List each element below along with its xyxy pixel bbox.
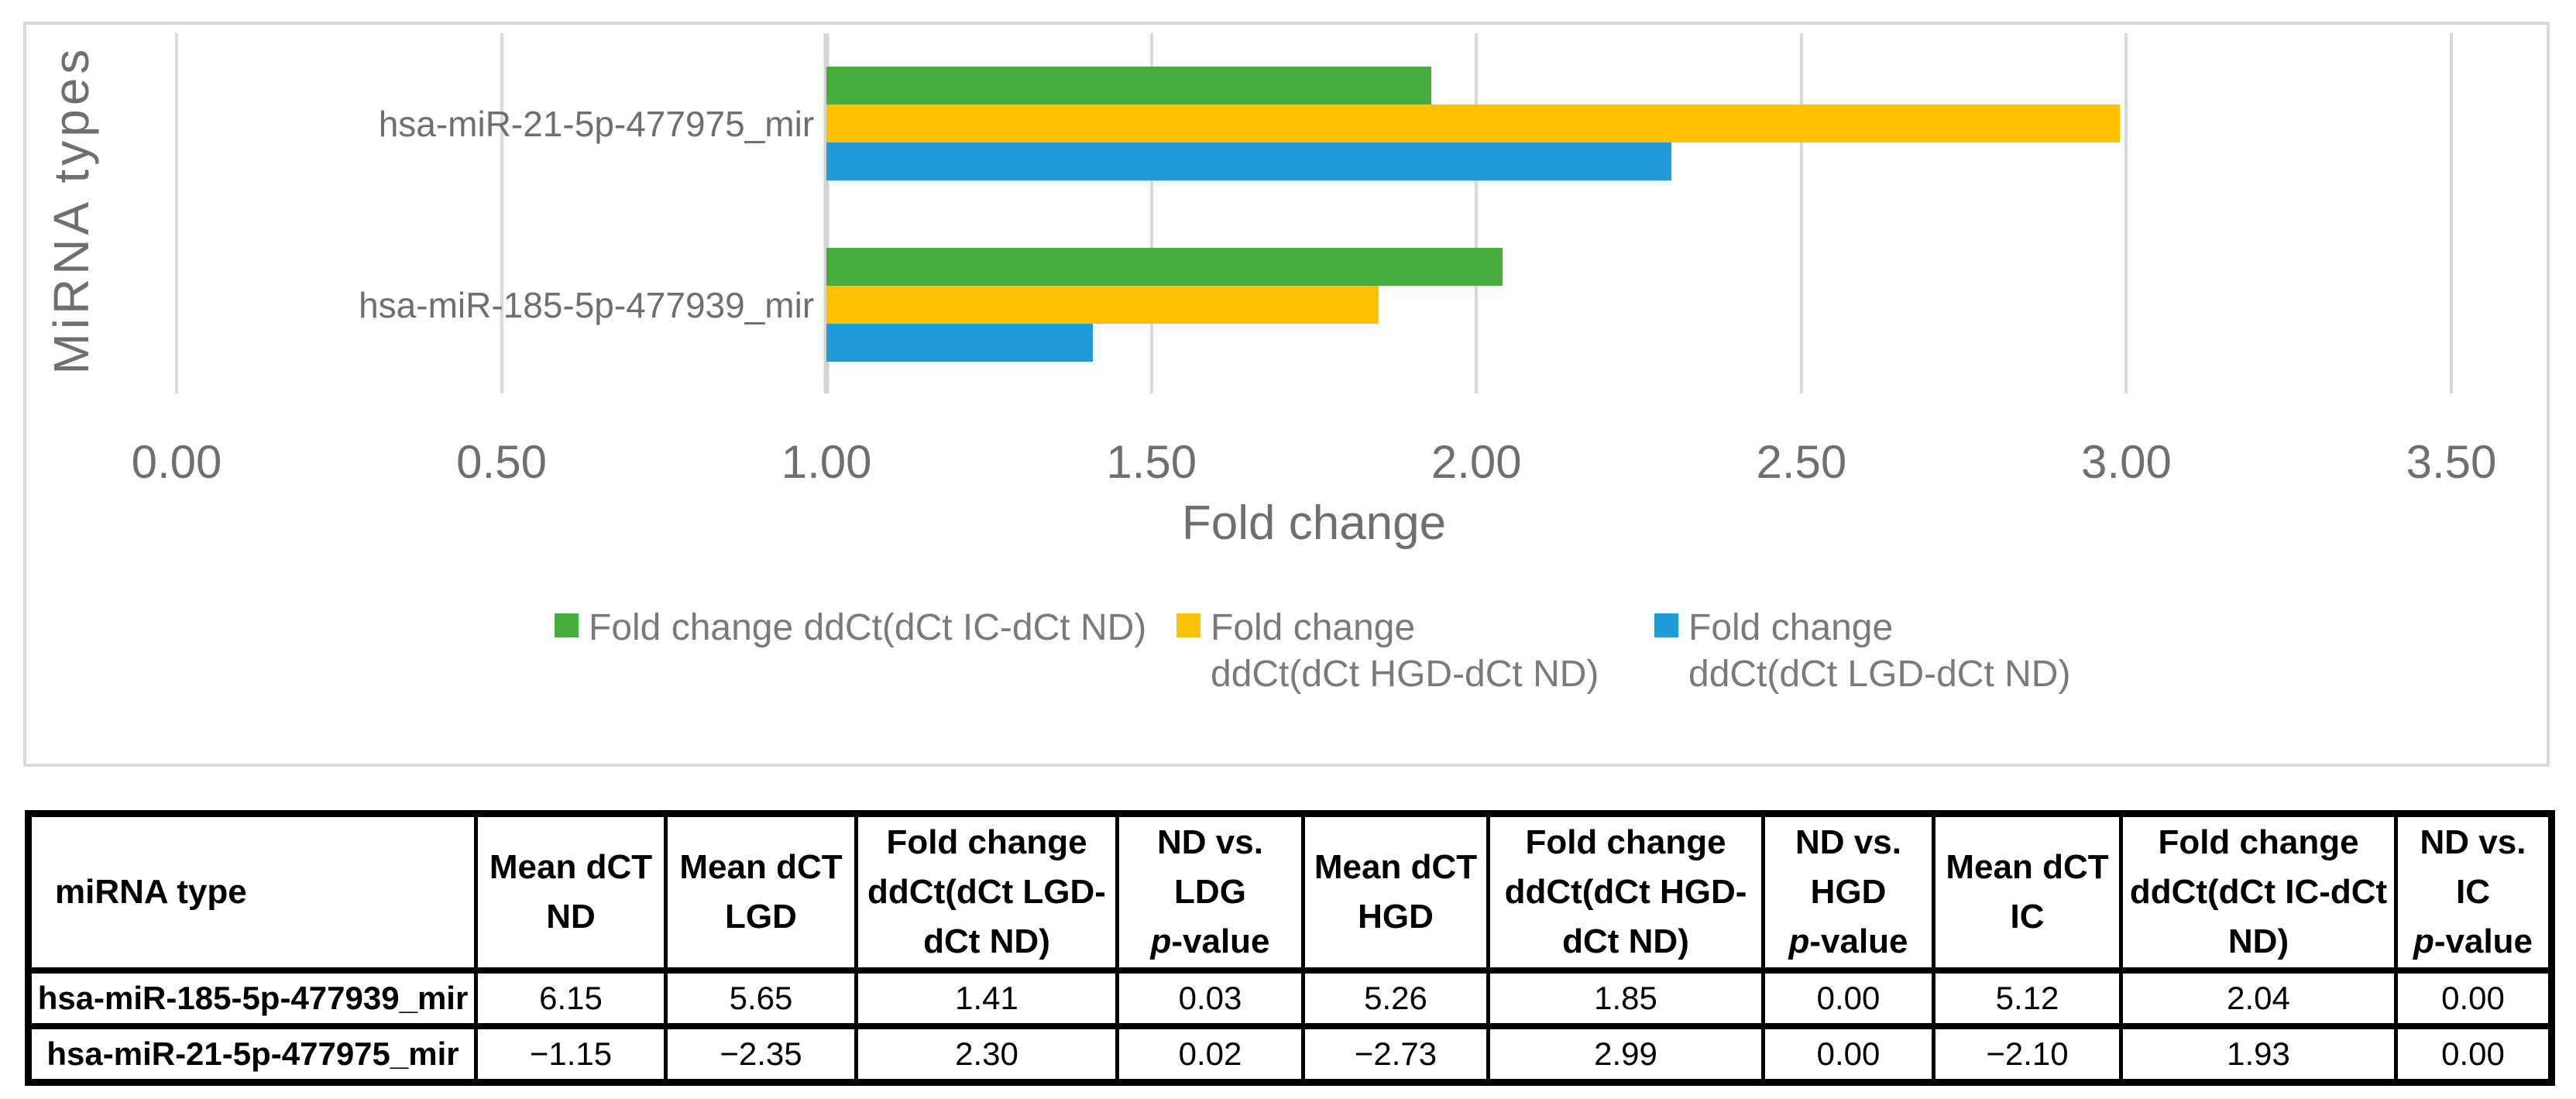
bar-series1-cat0 (826, 105, 2121, 143)
table-row: hsa-miR-21-5p-477975_mir −1.15 −2.35 2.30 0.… (26, 1023, 2554, 1086)
plot-area: hsa-miR-21-5p-477975_mir hsa-miR-185-5p-4… (175, 33, 2453, 393)
value-cell: −2.10 (1932, 1023, 2123, 1086)
legend-label: Fold change ddCt(dCt IC-dCt ND) (589, 607, 1147, 648)
value-cell: 0.02 (1115, 1023, 1305, 1086)
bar-series0-cat1 (826, 248, 1503, 287)
x-tick-label: 2.50 (1756, 436, 1847, 488)
header-cell: Mean dCT HGD (1301, 810, 1490, 974)
category-axis-line (823, 33, 829, 393)
value-cell: 2.30 (854, 1023, 1119, 1086)
gridline (2124, 33, 2128, 393)
value-cell: 0.00 (2394, 1023, 2554, 1086)
header-cell: ND vs. HGD p-value (1761, 810, 1935, 974)
bar-series0-cat0 (826, 67, 1431, 105)
value-cell: 0.00 (1761, 1023, 1935, 1086)
value-cell: 0.03 (1115, 967, 1305, 1029)
value-cell: 0.00 (1761, 967, 1935, 1029)
table-header-row: miRNA type Mean dCT ND Mean dCT LGD Fold chan… (26, 810, 2554, 974)
table-row: hsa-miR-185-5p-477939_mir 6.15 5.65 1.41 0.0… (26, 967, 2554, 1029)
value-cell: 2.04 (2119, 967, 2398, 1029)
header-cell: ND vs. LDG p-value (1115, 810, 1305, 974)
x-tick-label: 2.00 (1431, 436, 1522, 488)
gridline (175, 33, 178, 393)
gridline (500, 33, 503, 393)
value-cell: −2.35 (664, 1023, 858, 1086)
header-cell: Fold change ddCt(dCt LGD-dCt ND) (854, 810, 1119, 974)
header-cell: ND vs. IC p-value (2394, 810, 2554, 974)
value-cell: 1.41 (854, 967, 1119, 1029)
gridline (1149, 33, 1153, 393)
header-cell: Fold change ddCt(dCt HGD-dCt ND) (1486, 810, 1765, 974)
value-cell: 0.00 (2394, 967, 2554, 1029)
value-cell: −1.15 (474, 1023, 668, 1086)
gridline (2450, 33, 2453, 393)
legend-swatch (1654, 613, 1678, 637)
category-label: hsa-miR-185-5p-477939_mir (359, 284, 815, 325)
results-table-body: hsa-miR-185-5p-477939_mir 6.15 5.65 1.41 0.0… (26, 967, 2554, 1086)
value-cell: 5.12 (1932, 967, 2123, 1029)
results-table-header: miRNA type Mean dCT ND Mean dCT LGD Fold chan… (26, 810, 2554, 974)
bar-series1-cat1 (826, 286, 1379, 325)
category-label: hsa-miR-21-5p-477975_mir (378, 103, 815, 144)
legend-swatch (555, 613, 579, 637)
x-tick-label: 1.50 (1106, 436, 1197, 488)
legend-item: Fold change ddCt(dCt IC-dCt ND) (555, 605, 1146, 651)
x-axis-title: Fold change (1181, 496, 1447, 550)
header-cell: Mean dCT IC (1932, 810, 2123, 974)
x-tick-label: 1.00 (781, 436, 872, 488)
gridline (1799, 33, 1803, 393)
value-cell: 2.99 (1486, 1023, 1765, 1086)
header-cell: Fold change ddCt(dCt IC-dCt ND) (2119, 810, 2398, 974)
legend-label: Fold change ddCt(dCt LGD-dCt ND) (1688, 607, 2071, 695)
x-tick-label: 3.00 (2081, 436, 2172, 488)
value-cell: 5.26 (1301, 967, 1490, 1029)
y-axis-title: MiRNA types (43, 45, 99, 375)
mirna-name-cell: hsa-miR-185-5p-477939_mir (26, 967, 478, 1029)
x-tick-label: 3.50 (2406, 436, 2497, 488)
legend-swatch (1176, 613, 1200, 637)
bar-series2-cat0 (826, 143, 1672, 181)
value-cell: 1.85 (1486, 967, 1765, 1029)
mirna-name-cell: hsa-miR-21-5p-477975_mir (26, 1023, 478, 1086)
header-cell: Mean dCT LGD (664, 810, 858, 974)
value-cell: −2.73 (1301, 1023, 1490, 1086)
x-axis-tick-labels: 0.00 0.50 1.00 1.50 2.00 2.50 3.00 3.50 (132, 435, 2497, 497)
results-table: miRNA type Mean dCT ND Mean dCT LGD Fold chan… (25, 810, 2555, 1086)
header-cell: Mean dCT ND (474, 810, 668, 974)
value-cell: 1.93 (2119, 1023, 2398, 1086)
header-cell: miRNA type (26, 810, 478, 974)
value-cell: 6.15 (474, 967, 668, 1029)
fold-change-bar-chart: MiRNA types hsa-miR-21-5p-477975_mir hsa-… (23, 22, 2550, 767)
x-tick-label: 0.00 (131, 436, 222, 488)
value-cell: 5.65 (664, 967, 858, 1029)
legend-label: Fold change ddCt(dCt HGD-dCt ND) (1211, 607, 1599, 695)
legend-item: Fold change ddCt(dCt LGD-dCt ND) (1654, 605, 2070, 698)
gridline (1475, 33, 1479, 393)
x-tick-label: 0.50 (456, 436, 547, 488)
legend-item: Fold change ddCt(dCt HGD-dCt ND) (1176, 605, 1599, 698)
bar-series2-cat1 (826, 324, 1094, 362)
